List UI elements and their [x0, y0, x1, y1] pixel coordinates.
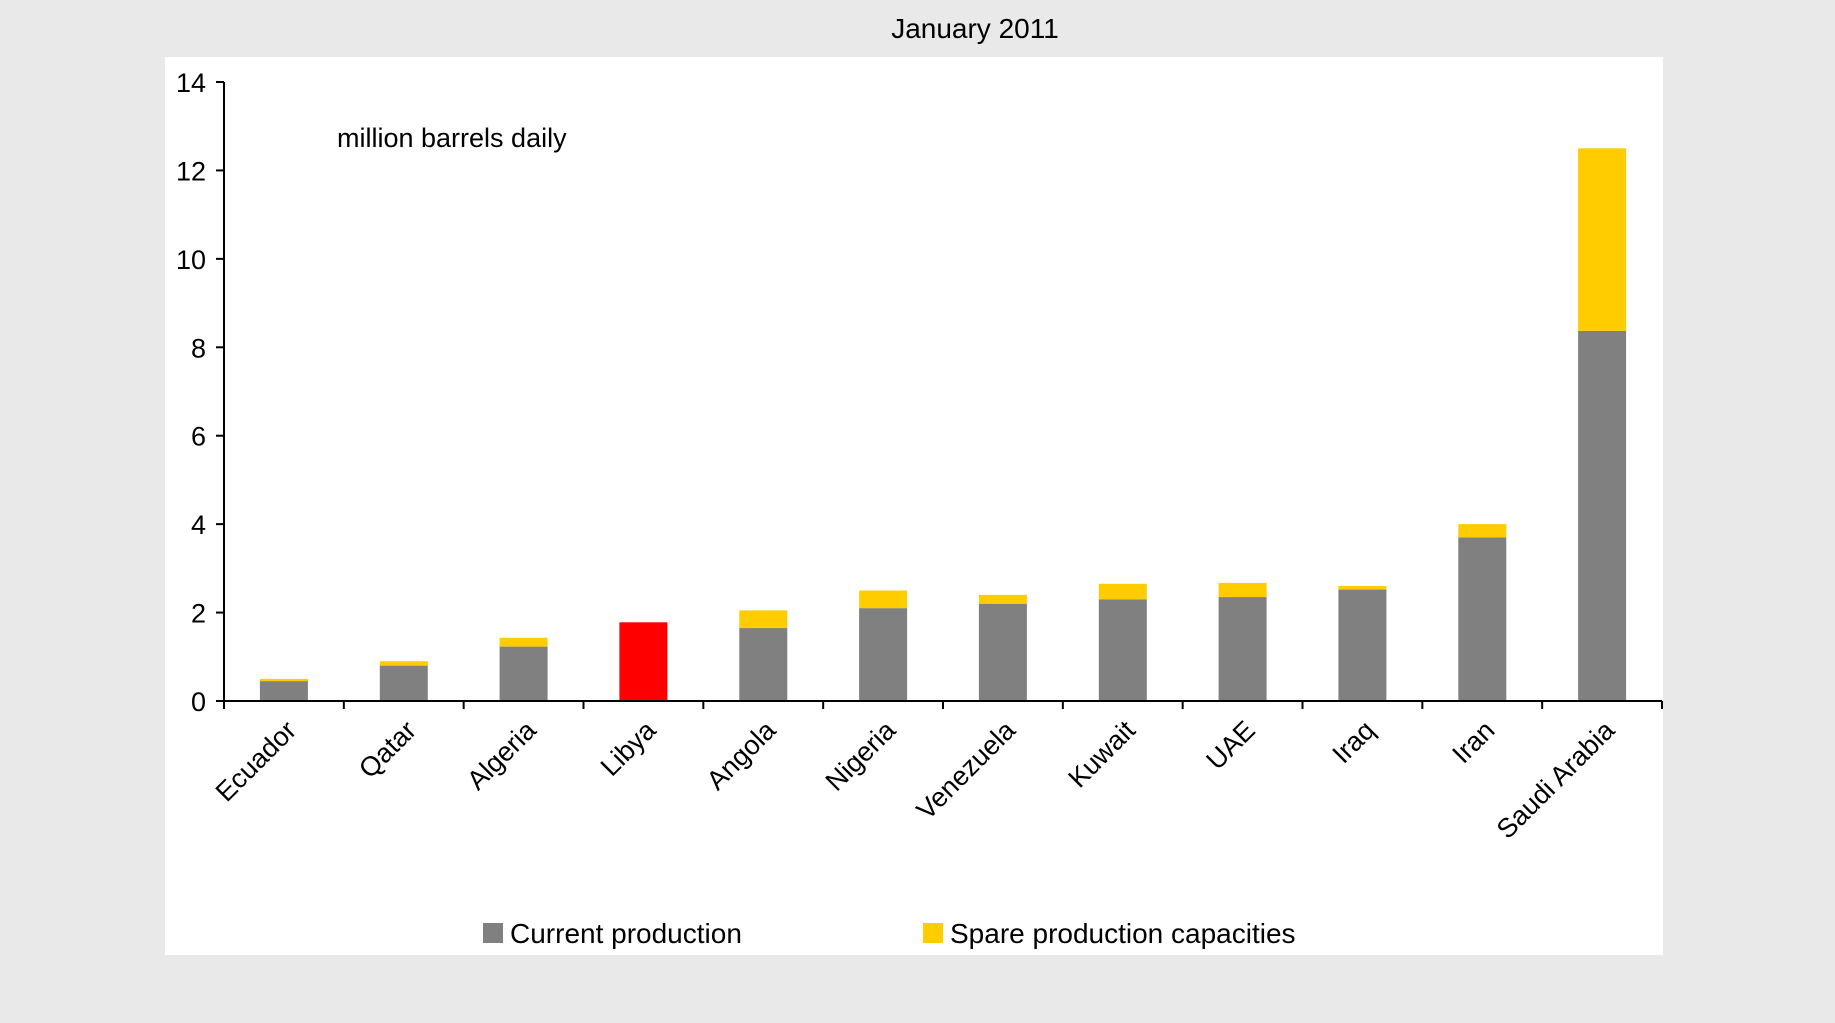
unit-annotation: million barrels daily — [337, 123, 567, 153]
y-tick-label: 10 — [176, 245, 206, 275]
y-tick-label: 6 — [191, 422, 206, 452]
y-tick-label: 0 — [191, 687, 206, 717]
bar-nigeria-current — [859, 608, 908, 701]
bar-libya-current — [619, 622, 668, 701]
bar-uae-spare — [1218, 582, 1267, 597]
bar-angola-current — [739, 628, 788, 701]
bar-kuwait-spare — [1098, 583, 1147, 600]
y-axis-ticks: 0 2 4 6 8 10 12 14 — [176, 68, 224, 717]
chart-background — [165, 57, 1663, 955]
y-tick-label: 4 — [191, 510, 206, 540]
bar-qatar-spare — [379, 661, 428, 666]
legend-label: Current production — [510, 918, 742, 949]
bar-algeria-current — [499, 646, 548, 701]
bar-ecuador-current — [259, 681, 308, 701]
bar-qatar-current — [379, 665, 428, 701]
legend-label: Spare production capacities — [950, 918, 1296, 949]
bar-venezuela-current — [978, 603, 1027, 701]
bar-iran-spare — [1458, 524, 1507, 538]
bar-iran-current — [1458, 537, 1507, 701]
bar-algeria-spare — [499, 637, 548, 647]
bar-saudi-arabia-spare — [1578, 148, 1627, 331]
bar-ecuador-spare — [259, 678, 308, 682]
bar-uae-current — [1218, 597, 1267, 701]
y-tick-label: 2 — [191, 599, 206, 629]
y-tick-label: 12 — [176, 156, 206, 186]
legend-swatch — [483, 923, 503, 943]
bar-nigeria-spare — [859, 590, 908, 609]
bar-venezuela-spare — [978, 594, 1027, 604]
bars-group — [259, 148, 1627, 701]
chart-title: January 2011 — [891, 13, 1059, 44]
bar-saudi-arabia-current — [1578, 330, 1627, 701]
legend: Current production Spare production capac… — [483, 918, 1296, 949]
bar-iraq-current — [1338, 589, 1387, 701]
y-tick-label: 14 — [176, 68, 206, 98]
y-tick-label: 8 — [191, 333, 206, 363]
bar-angola-spare — [739, 610, 788, 629]
legend-swatch — [923, 923, 943, 943]
bar-iraq-spare — [1338, 586, 1387, 590]
bar-kuwait-current — [1098, 599, 1147, 701]
